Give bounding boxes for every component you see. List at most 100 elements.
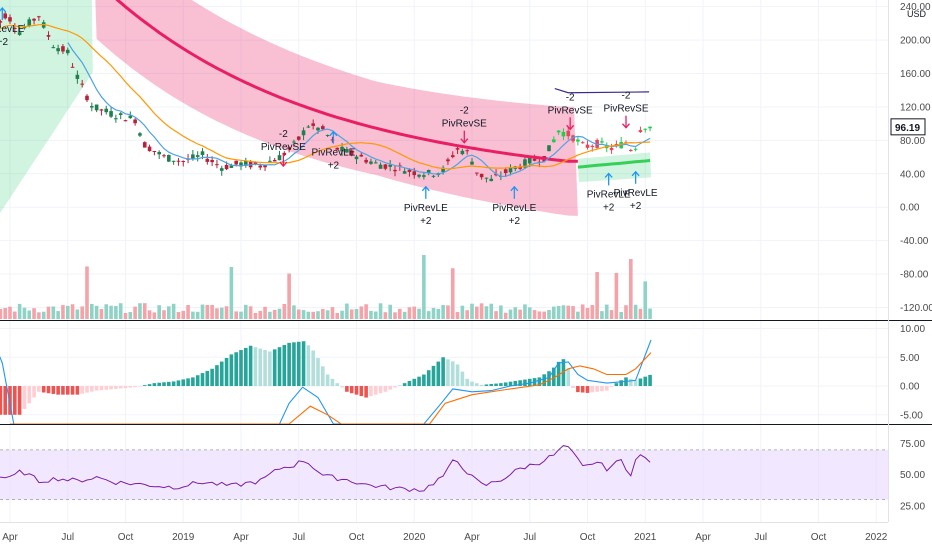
candle-body (393, 169, 397, 172)
macd-hist-bar (65, 386, 70, 395)
signal-label: PivRevLE (0, 24, 25, 35)
price-tick-label: -40.00 (900, 236, 929, 247)
macd-hist-bar (354, 386, 359, 395)
macd-hist-bar (292, 342, 296, 387)
candle-body (527, 157, 532, 164)
volume-bar (489, 303, 494, 319)
macd-hist-bar (268, 351, 272, 387)
macd-hist-bar (224, 357, 229, 387)
macd-hist-bar (643, 376, 648, 387)
candle-body (118, 113, 123, 116)
macd-hist-bar (301, 341, 306, 387)
macd-hist-bar (561, 359, 566, 387)
volume-bar (229, 267, 234, 319)
volume-bar (215, 308, 219, 319)
axes[interactable]: Apr Jul Oct 2019 Apr Jul Oct 2020 Apr Jul Oct 2021 A… (2, 2, 932, 543)
volume-bar (561, 305, 566, 319)
candle-body (503, 169, 508, 174)
candle-body (22, 27, 27, 29)
x-tick-label: Oct (811, 532, 827, 543)
candle-body (301, 130, 306, 136)
volume-bar (518, 309, 522, 319)
candle-body (330, 139, 335, 141)
candle-body (263, 164, 267, 168)
candle-body (576, 139, 580, 142)
volume-bar (513, 307, 518, 319)
volume-bar (176, 312, 181, 319)
macd-hist-bar (373, 386, 378, 395)
candle-body (340, 146, 344, 152)
macd-hist-bar (13, 386, 17, 415)
regression-center-line (115, 0, 578, 163)
signal-label: PivRevLE (404, 203, 448, 214)
candle-body (470, 161, 474, 165)
volume-bar (455, 312, 460, 319)
candle-body (316, 127, 320, 131)
candle-body (176, 160, 181, 162)
volume-bar (580, 304, 585, 319)
volume-bar (56, 311, 60, 319)
volume-bar (373, 311, 378, 319)
candle-body (229, 165, 234, 168)
macd-hist-bar (484, 384, 489, 387)
volume-bar (181, 310, 186, 319)
macd-hist-bar (219, 361, 224, 387)
macd-hist-bar (316, 358, 320, 387)
macd-hist-bar (450, 361, 455, 387)
pane-separators[interactable] (0, 0, 932, 523)
x-tick-label: Jul (292, 532, 305, 543)
volume-bar (186, 305, 190, 319)
macd-hist-bar (109, 386, 113, 390)
volume-bar (547, 310, 551, 319)
volume-bar (475, 306, 479, 319)
x-tick-label: Oct (118, 532, 134, 543)
x-tick-label: Oct (580, 532, 596, 543)
macd-hist-bar (75, 386, 80, 395)
macd-hist-bar (513, 380, 518, 387)
candle-body (571, 135, 575, 142)
signal-arrow-head (329, 130, 338, 137)
macd-hist-bar (17, 386, 22, 415)
candle-body (455, 148, 460, 150)
candle-body (114, 118, 118, 120)
volume-bar (90, 303, 94, 319)
macd-hist-bar (258, 348, 263, 387)
candle-body (296, 136, 301, 140)
volume-bar (609, 310, 614, 319)
volume-bar (17, 303, 22, 319)
candle-body (277, 155, 282, 161)
volume-bar (277, 308, 282, 319)
last-price-tag (890, 118, 926, 136)
macd-hist-bar (393, 386, 397, 388)
volume-bar (499, 305, 503, 319)
macd-hist-bar (431, 365, 436, 387)
volume-bar (345, 303, 349, 319)
candle-body (8, 17, 12, 22)
macd-hist-bar (114, 386, 118, 389)
macd-hist-bar (41, 386, 46, 393)
macd-hist-bar (51, 386, 56, 394)
candle-body (157, 151, 161, 155)
signal-markers: PivRevLE+2PivRevSE-2PivRevLE+2PivRevLE+2… (0, 7, 658, 227)
volume-bar (258, 310, 263, 319)
volume-bar (37, 312, 41, 319)
volume-bar (335, 312, 340, 319)
signal-long: PivRevLE +2 (311, 130, 356, 172)
volume-bar (147, 310, 152, 319)
volume-bar (123, 312, 128, 319)
candle-body (412, 171, 417, 176)
macd-hist-bar (335, 383, 340, 387)
volume-bar (422, 255, 426, 319)
candle-body (475, 172, 479, 174)
volume-bar (595, 272, 599, 319)
macd-hist-bar (0, 386, 3, 415)
currency-label: USD (907, 9, 927, 19)
macd-hist-bar (32, 386, 36, 398)
ema-line (0, 23, 651, 170)
macd-hist-bar (499, 383, 503, 387)
signal-label: PivRevSE (442, 119, 487, 130)
macd-hist-bar (571, 386, 575, 388)
signal-arrow-head (566, 124, 575, 131)
candle-body (489, 178, 494, 182)
